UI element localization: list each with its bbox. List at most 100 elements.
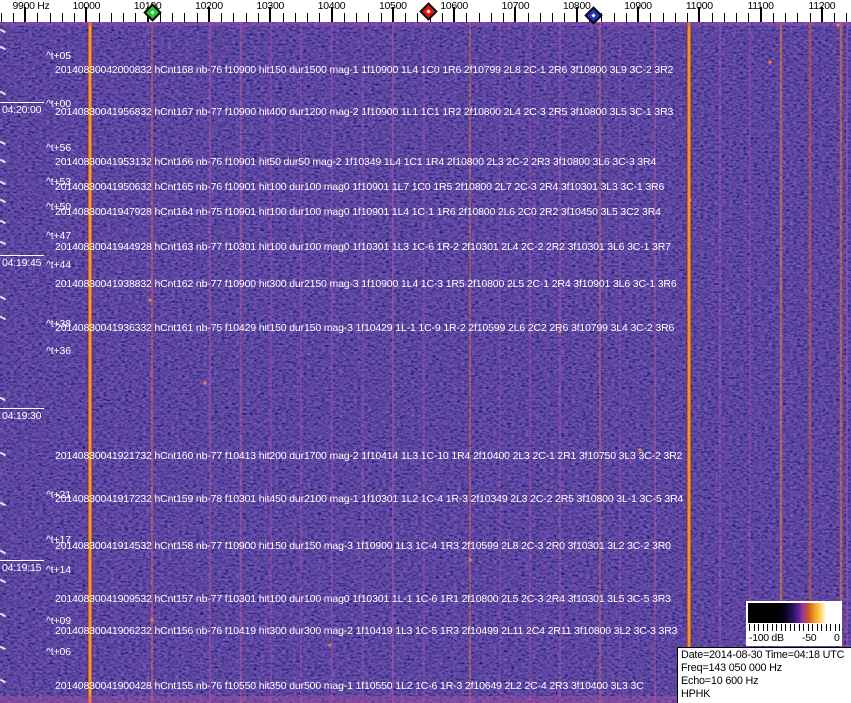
minor-tick	[601, 13, 603, 22]
legend-tick	[785, 624, 786, 631]
event-tag: ^t+05	[46, 50, 71, 62]
legend-tick	[816, 624, 818, 631]
minor-tick	[441, 13, 443, 22]
faint-streak	[115, 22, 118, 703]
major-tick	[820, 7, 823, 22]
minor-tick	[233, 13, 235, 22]
minor-tick	[294, 13, 296, 22]
legend-tick	[753, 624, 755, 631]
major-tick	[514, 7, 517, 22]
faint-streak	[453, 22, 456, 703]
faint-streak	[575, 22, 578, 703]
color-gradient-bar	[748, 603, 839, 623]
freq-label: 10400	[317, 0, 346, 12]
freq-label: 10800	[562, 0, 591, 12]
spectral-streak	[808, 22, 812, 703]
faint-streak	[606, 22, 609, 703]
spectral-streak	[719, 22, 721, 703]
marker-red-diamond[interactable]	[418, 1, 438, 21]
time-label: 04:19:45	[0, 255, 45, 269]
faint-streak	[728, 22, 731, 703]
spectral-streak	[654, 22, 656, 703]
minor-tick	[674, 13, 676, 22]
faint-streak	[207, 22, 210, 703]
db-color-scale: -100 dB -50 0	[746, 601, 842, 646]
minor-tick	[356, 13, 357, 22]
major-tick	[391, 7, 394, 22]
minor-tick	[539, 13, 541, 22]
event-tag: ^t+56	[46, 142, 71, 154]
legend-tick	[758, 624, 759, 631]
legend-max-label: 0	[834, 632, 840, 644]
faint-streak	[790, 22, 793, 703]
recent-row-strip	[0, 22, 851, 26]
faint-streak	[361, 22, 364, 703]
minor-tick	[466, 13, 468, 22]
event-log-line: 20140830041900428 hCnt155 nb-76 f10550 h…	[55, 680, 644, 692]
legend-min-label: -100 dB	[749, 632, 784, 644]
minor-tick	[196, 13, 198, 22]
faint-streak	[177, 22, 180, 703]
faint-streak	[330, 22, 333, 703]
echo-blip	[836, 23, 840, 27]
major-tick	[85, 7, 88, 22]
faint-streak	[667, 22, 670, 703]
info-station-code: HPHK	[681, 688, 711, 700]
event-tag: ^t+00	[46, 98, 71, 110]
marker-center-dot	[590, 12, 596, 17]
spectral-streak	[362, 22, 364, 703]
minor-tick	[564, 13, 566, 22]
echo-blip	[638, 448, 642, 452]
faint-streak	[514, 22, 517, 703]
event-log-line: 20140830041936332 hCnt161 nb-75 f10429 h…	[55, 322, 675, 334]
minor-tick	[123, 13, 125, 22]
echo-blip	[203, 381, 207, 385]
major-tick	[207, 7, 210, 22]
event-tag: ^t+09	[46, 615, 71, 627]
event-tag: ^t+06	[46, 646, 71, 658]
legend-tick	[839, 624, 840, 631]
major-tick	[269, 7, 272, 22]
spectral-streak	[779, 22, 783, 703]
faint-streak	[759, 22, 762, 703]
echo-blip	[468, 558, 472, 562]
legend-tick	[789, 624, 791, 631]
frequency-ruler: 9900 Hz 10000 10100 10200 10300 10400 10500 106…	[0, 0, 851, 25]
minor-tick	[772, 13, 774, 22]
legend-tick	[767, 624, 768, 631]
freq-label: 10300	[256, 0, 285, 12]
minor-tick	[650, 13, 652, 22]
legend-tick	[807, 624, 809, 631]
minor-tick	[625, 13, 627, 22]
event-tag: ^t+50	[46, 201, 71, 213]
event-log-line: 20140830041956832 hCnt167 nb-77 f10900 h…	[55, 106, 674, 118]
spectral-streak	[469, 22, 471, 703]
event-log-line: 20140830041909532 hCnt157 nb-77 f10301 h…	[55, 593, 671, 605]
time-label: 04:19:30	[0, 408, 45, 422]
freq-label: 11100	[747, 0, 774, 12]
legend-tick	[780, 624, 782, 631]
event-tag: ^t+21	[46, 489, 71, 501]
carrier-streaks-layer	[0, 18, 851, 703]
minor-tick	[797, 13, 799, 22]
faint-streak	[269, 22, 272, 703]
minor-tick	[711, 13, 713, 22]
minor-tick	[307, 13, 308, 22]
legend-mid-label: -50	[802, 632, 817, 644]
info-date-time: Date=2014-08-30 Time=04:18 UTC	[681, 649, 845, 661]
legend-tick	[771, 624, 773, 631]
legend-tick	[812, 624, 813, 631]
spectral-streak	[392, 22, 394, 703]
minor-tick	[405, 13, 407, 22]
spectral-streak	[423, 22, 425, 703]
faint-streak	[422, 22, 425, 703]
minor-tick	[748, 13, 750, 22]
spectral-streak	[499, 22, 501, 703]
event-log-line: 20140830041947928 hCnt164 nb-75 f10901 h…	[55, 206, 661, 218]
event-log-line: 20140830042000832 hCnt168 nb-76 f10900 h…	[55, 64, 674, 76]
legend-tick	[794, 624, 795, 631]
faint-streak	[637, 22, 639, 703]
legend-tick	[776, 624, 777, 631]
event-tag: ^t+47	[46, 230, 71, 242]
